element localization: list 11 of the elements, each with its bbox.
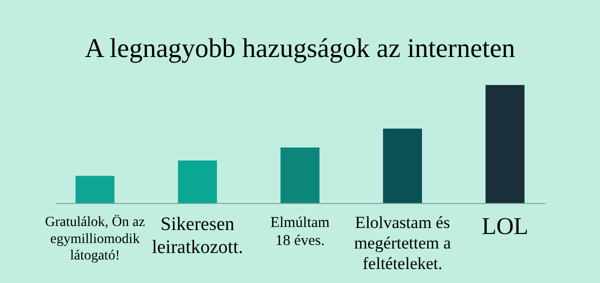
x-tick-label: Elmúltam 18 éves. xyxy=(270,215,330,249)
x-tick-label: LOL xyxy=(482,214,528,240)
bar xyxy=(76,176,114,203)
chart-title: A legnagyobb hazugságok az interneten xyxy=(84,33,516,63)
x-tick-label: Sikeresen leiratkozott. xyxy=(152,214,244,258)
bar xyxy=(486,85,524,203)
x-tick-label: Gratulálok, Ön az egymilliomodik látogató! xyxy=(45,214,145,264)
bar xyxy=(383,128,422,203)
bar xyxy=(178,160,217,203)
x-tick-label: Elolvastam és megértettem a feltételeket. xyxy=(354,213,452,273)
bar xyxy=(280,148,320,203)
